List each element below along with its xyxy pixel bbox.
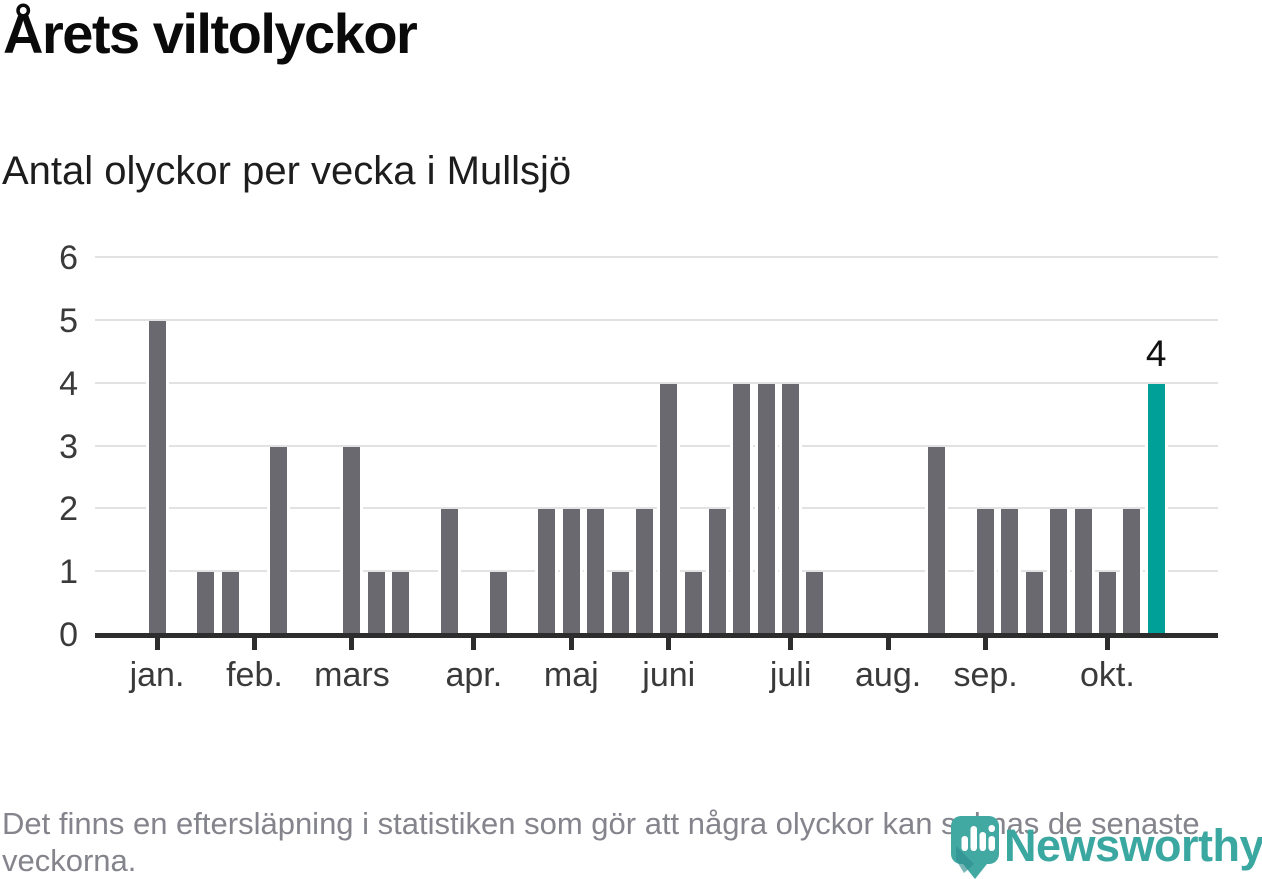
- x-axis-label: juni: [642, 656, 696, 694]
- bar-value-label: 4: [1145, 333, 1167, 374]
- bar: [148, 320, 166, 635]
- bar: [270, 446, 288, 635]
- chart-subtitle: Antal olyckor per vecka i Mullsjö: [2, 149, 572, 193]
- gridline: [95, 444, 1218, 447]
- y-axis-label: 1: [59, 553, 78, 592]
- x-axis-label: apr.: [445, 656, 503, 694]
- bar: [538, 509, 556, 635]
- x-axis-tick: [251, 637, 257, 650]
- bar: [611, 572, 629, 635]
- x-axis-label: juli: [769, 656, 812, 694]
- bar: [587, 509, 605, 635]
- bar: [684, 572, 702, 635]
- gridline: [95, 256, 1218, 258]
- x-axis-tick: [568, 637, 574, 650]
- bar: [782, 383, 800, 635]
- x-axis-tick: [1104, 637, 1110, 650]
- y-axis-label: 4: [59, 364, 78, 403]
- gridline: [95, 507, 1218, 510]
- bar: [660, 383, 678, 635]
- page-title: Årets viltolyckor: [3, 2, 418, 65]
- bar: [635, 509, 653, 635]
- bar: [1098, 572, 1116, 635]
- y-axis-label: 6: [59, 239, 78, 277]
- y-axis-label: 0: [59, 616, 78, 654]
- x-axis-label: feb.: [226, 656, 283, 694]
- bar: [562, 509, 580, 635]
- bar: [1074, 509, 1092, 635]
- bar-highlighted: [1147, 383, 1165, 635]
- x-axis-tick: [154, 637, 160, 650]
- x-axis-tick: [983, 637, 989, 650]
- x-axis-label: sep.: [953, 656, 1018, 694]
- bar: [221, 572, 239, 635]
- newsworthy-icon: [951, 816, 999, 879]
- x-axis-tick: [885, 637, 891, 650]
- bar: [392, 572, 410, 635]
- x-axis-label: mars: [314, 656, 390, 694]
- gridline: [95, 318, 1218, 321]
- bar: [1025, 572, 1043, 635]
- x-axis-label: okt.: [1080, 656, 1135, 694]
- x-axis-tick: [788, 637, 794, 650]
- bar: [928, 446, 946, 635]
- x-axis-label: aug.: [855, 656, 922, 694]
- y-axis-label: 3: [59, 427, 78, 466]
- x-axis-tick: [349, 637, 355, 650]
- x-axis-tick: [666, 637, 672, 650]
- gridline: [95, 570, 1218, 573]
- bar: [757, 383, 775, 635]
- bar: [343, 446, 361, 635]
- x-axis-label: jan.: [129, 656, 185, 694]
- footnote: Det finns en eftersläpning i statistiken…: [2, 806, 1200, 878]
- x-axis-line: [95, 633, 1218, 638]
- bar: [709, 509, 726, 635]
- bar: [977, 509, 995, 635]
- bar: [197, 572, 215, 635]
- x-axis-tick: [471, 637, 477, 650]
- gridline: [95, 381, 1218, 384]
- x-axis-label: maj: [543, 656, 599, 694]
- y-axis-label: 5: [59, 301, 78, 340]
- bar: [733, 383, 751, 635]
- bar: [1050, 509, 1068, 635]
- bar: [1001, 509, 1019, 635]
- bar: [367, 572, 385, 635]
- bar: [489, 572, 507, 635]
- bar: [1123, 509, 1141, 635]
- bar: [806, 572, 824, 635]
- bar: [440, 509, 458, 635]
- y-axis-label: 2: [59, 490, 78, 529]
- newsworthy-wordmark: Newsworthy: [1004, 820, 1262, 871]
